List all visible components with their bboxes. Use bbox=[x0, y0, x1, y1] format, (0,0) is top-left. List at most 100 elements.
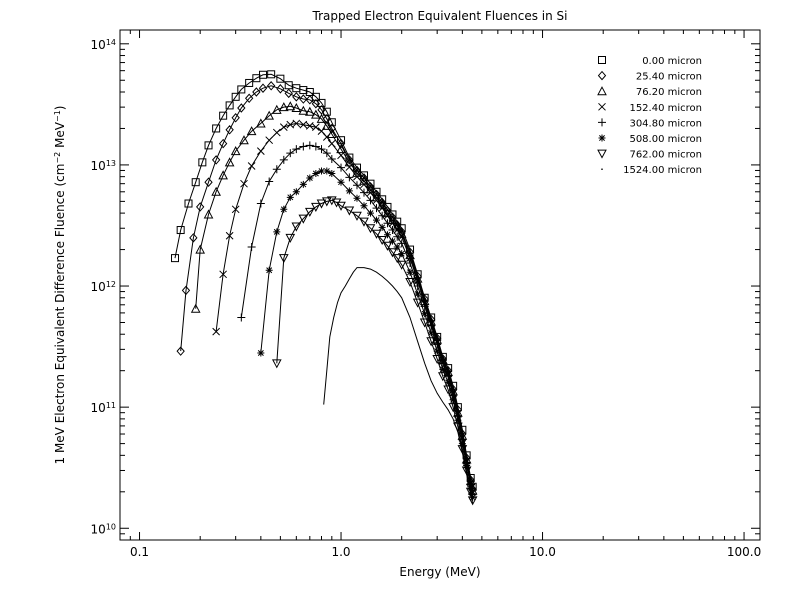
series-line bbox=[276, 199, 474, 501]
data-point bbox=[437, 372, 448, 382]
data-point bbox=[225, 101, 234, 110]
data-point bbox=[427, 329, 435, 337]
data-point bbox=[345, 163, 354, 171]
y-axis-label-main: 1 MeV Electron Equivalent Difference Flu… bbox=[53, 164, 67, 465]
legend-label: 762.00 micron bbox=[629, 150, 702, 161]
data-point bbox=[406, 258, 415, 267]
data-point bbox=[190, 303, 201, 313]
data-point bbox=[292, 188, 300, 196]
data-point bbox=[265, 177, 274, 186]
data-point bbox=[265, 136, 274, 145]
data-point bbox=[463, 461, 471, 469]
data-point bbox=[366, 209, 374, 217]
data-point bbox=[378, 204, 387, 212]
y-tick-label-exponent: 12 bbox=[106, 280, 116, 289]
data-point bbox=[359, 188, 368, 197]
data-point bbox=[258, 83, 268, 93]
data-point bbox=[237, 85, 246, 94]
data-point bbox=[211, 155, 221, 165]
data-point bbox=[305, 95, 314, 105]
data-point bbox=[171, 254, 180, 263]
data-point bbox=[467, 483, 475, 491]
data-point bbox=[597, 149, 607, 159]
data-point bbox=[299, 86, 308, 95]
data-point bbox=[225, 125, 234, 135]
legend-item: 1524.00 micron bbox=[601, 165, 702, 176]
data-point bbox=[336, 138, 346, 149]
data-point bbox=[414, 290, 422, 298]
data-point bbox=[230, 146, 241, 156]
series-diamond bbox=[176, 81, 477, 494]
data-point bbox=[336, 201, 346, 211]
data-point bbox=[271, 104, 282, 114]
data-point bbox=[382, 241, 393, 251]
data-point bbox=[454, 416, 462, 424]
data-point bbox=[360, 202, 368, 210]
x-axis-label: Energy (MeV) bbox=[399, 565, 480, 579]
data-point bbox=[393, 243, 401, 251]
data-point bbox=[457, 445, 468, 455]
data-point bbox=[598, 56, 606, 64]
data-point bbox=[279, 123, 288, 132]
data-point bbox=[406, 254, 414, 262]
legend-label: 152.40 micron bbox=[629, 103, 702, 114]
data-point bbox=[316, 113, 327, 123]
data-point bbox=[327, 154, 336, 163]
data-point bbox=[231, 205, 240, 214]
data-point bbox=[276, 74, 285, 83]
data-point bbox=[196, 202, 205, 212]
data-point bbox=[397, 239, 406, 248]
data-point bbox=[256, 199, 265, 208]
data-point bbox=[344, 157, 355, 167]
x-tick-label: 10.0 bbox=[529, 545, 556, 559]
data-point bbox=[266, 81, 276, 91]
data-point bbox=[461, 466, 472, 476]
data-point bbox=[305, 122, 314, 130]
data-point bbox=[219, 270, 228, 279]
data-point bbox=[322, 133, 331, 141]
data-point bbox=[433, 347, 441, 355]
data-point bbox=[378, 211, 387, 220]
data-point bbox=[366, 196, 375, 205]
data-point bbox=[191, 178, 200, 187]
data-point bbox=[393, 226, 402, 234]
data-point bbox=[598, 102, 606, 111]
data-point bbox=[244, 93, 254, 104]
data-point bbox=[256, 147, 265, 155]
data-point bbox=[256, 118, 266, 128]
data-point bbox=[304, 106, 315, 116]
y-tick-label-base: 10 bbox=[91, 522, 106, 536]
data-point bbox=[219, 111, 228, 120]
data-point bbox=[204, 141, 213, 150]
chart-title: Trapped Electron Equivalent Fluences in … bbox=[312, 9, 568, 23]
x-tick-label: 0.1 bbox=[130, 545, 149, 559]
data-point bbox=[198, 158, 207, 167]
data-point bbox=[383, 231, 391, 239]
legend-item: 508.00 micron bbox=[598, 134, 702, 145]
data-point bbox=[352, 211, 362, 221]
data-point bbox=[378, 223, 386, 231]
legend-label: 76.20 micron bbox=[636, 87, 702, 98]
y-axis-label: 1 MeV Electron Equivalent Difference Flu… bbox=[53, 106, 68, 465]
data-point bbox=[419, 318, 430, 328]
series-line bbox=[174, 73, 474, 487]
legend-item: 76.20 micron bbox=[597, 86, 702, 98]
legend: 0.00 micron 25.40 micron 76.20 micron 152.4… bbox=[597, 56, 702, 176]
data-point bbox=[245, 78, 254, 87]
series-layer bbox=[171, 70, 478, 506]
data-point bbox=[176, 226, 185, 235]
data-point bbox=[352, 181, 361, 190]
y-tick-label: 1014 bbox=[91, 37, 116, 52]
legend-label: 0.00 micron bbox=[642, 56, 702, 67]
data-point bbox=[237, 313, 246, 322]
data-point bbox=[345, 173, 354, 182]
data-point bbox=[372, 196, 381, 205]
data-point bbox=[426, 337, 436, 347]
data-point bbox=[366, 188, 375, 197]
data-point bbox=[365, 224, 376, 234]
series-plus bbox=[237, 141, 477, 499]
data-point bbox=[212, 327, 220, 336]
y-axis-label-end: ) bbox=[53, 106, 67, 111]
data-point bbox=[286, 193, 294, 201]
